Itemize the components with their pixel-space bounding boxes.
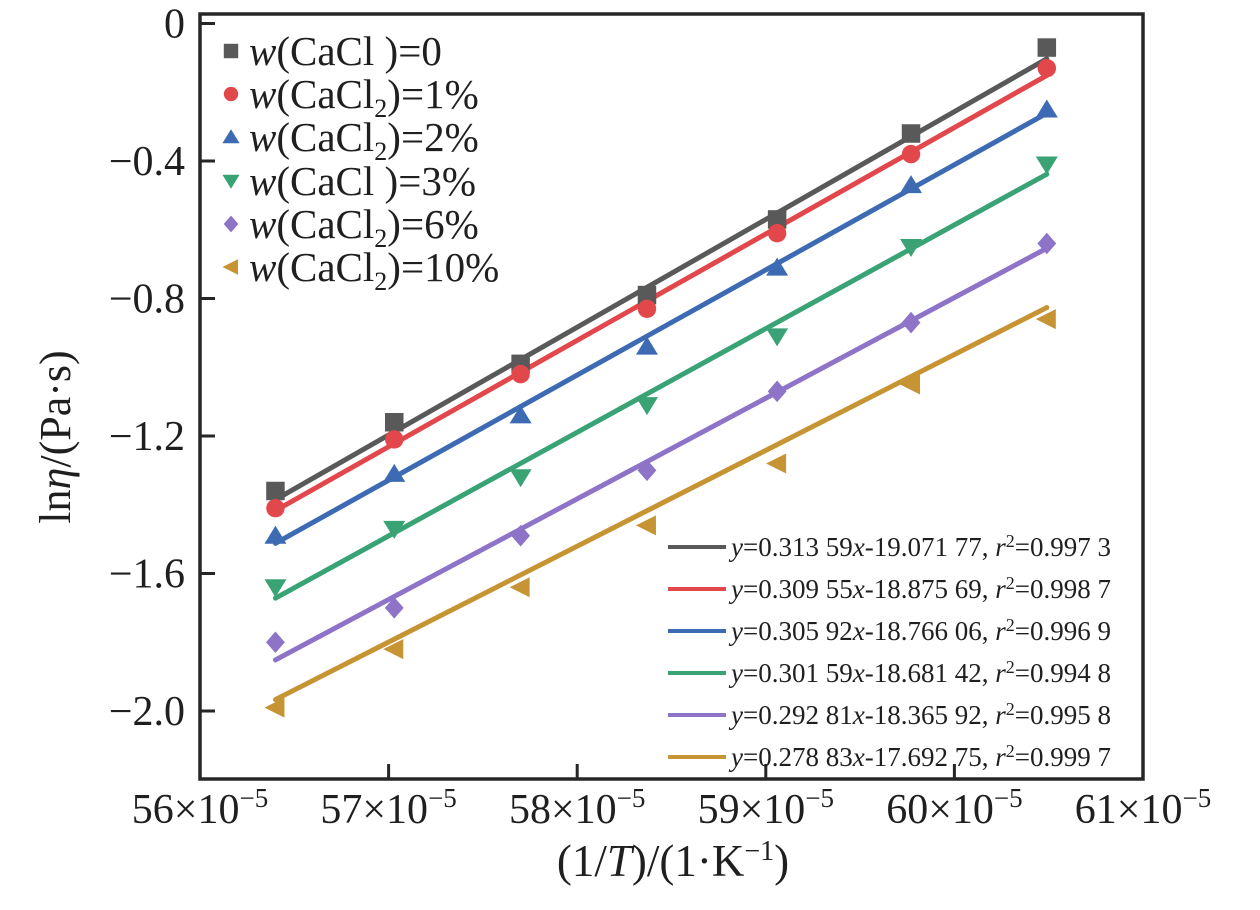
data-point-series-4-pt-6 xyxy=(1037,232,1057,255)
x-tick-label-5: 61×10−5 xyxy=(1075,783,1211,833)
data-point-series-1-pt-3 xyxy=(637,299,657,319)
data-point-series-5-pt-4 xyxy=(766,453,787,474)
data-point-series-4-pt-0 xyxy=(266,631,285,654)
equation-label-series-3: y=0.301 59x-18.681 42, r2=0.994 8 xyxy=(728,657,1111,688)
data-point-series-2-pt-0 xyxy=(264,525,287,544)
legend-label-series-0: w(CaCl )=0 xyxy=(249,28,442,74)
legend-label-series-2: w(CaCl2)=2% xyxy=(249,114,479,166)
legend-marker-circle xyxy=(223,86,239,102)
data-point-series-1-pt-4 xyxy=(767,223,787,243)
x-tick-label-3: 59×10−5 xyxy=(698,783,834,833)
data-point-series-2-pt-2 xyxy=(509,405,532,424)
data-point-series-5-pt-0 xyxy=(264,697,285,718)
legend-marker-triangle-up xyxy=(222,129,240,144)
data-point-series-1-pt-2 xyxy=(511,364,530,384)
legend-label-series-4: w(CaCl2)=6% xyxy=(249,201,479,253)
data-point-series-4-pt-4 xyxy=(767,380,787,403)
data-point-series-3-pt-1 xyxy=(383,520,406,539)
data-point-series-3-pt-5 xyxy=(900,238,923,257)
data-point-series-5-pt-1 xyxy=(383,639,404,660)
y-tick-label-4: −1.6 xyxy=(109,552,185,598)
data-point-series-4-pt-1 xyxy=(384,597,404,619)
data-point-series-0-pt-3 xyxy=(637,285,657,305)
y-tick-label-2: −0.8 xyxy=(109,277,185,323)
data-point-series-1-pt-5 xyxy=(901,144,921,164)
fit-line-series-4 xyxy=(272,245,1050,663)
data-point-series-2-pt-6 xyxy=(1035,99,1058,118)
data-point-series-3-pt-4 xyxy=(766,328,789,347)
legend-marker-triangle-down xyxy=(222,174,240,189)
equation-label-series-5: y=0.278 83x-17.692 75, r2=0.999 7 xyxy=(728,741,1111,772)
data-point-series-5-pt-5 xyxy=(900,374,921,395)
ticks-group xyxy=(201,22,956,778)
y-tick-label-3: −1.2 xyxy=(109,414,185,460)
data-point-series-0-pt-0 xyxy=(266,481,285,501)
y-tick-label-1: −0.4 xyxy=(109,139,185,185)
plot-frame xyxy=(198,12,1145,781)
data-point-series-1-pt-0 xyxy=(266,498,285,518)
data-point-series-0-pt-6 xyxy=(1037,38,1057,57)
equation-label-series-2: y=0.305 92x-18.766 06, r2=0.996 9 xyxy=(728,615,1111,646)
x-tick-label-1: 57×10−5 xyxy=(320,783,456,833)
legend-label-series-5: w(CaCl2)=10% xyxy=(249,244,499,296)
equation-label-series-0: y=0.313 59x-19.071 77, r2=0.997 3 xyxy=(728,531,1111,562)
legend-group: w(CaCl )=0w(CaCl2)=1%w(CaCl2)=2%w(CaCl )… xyxy=(222,28,499,296)
x-tick-label-2: 58×10−5 xyxy=(509,783,645,833)
data-point-series-5-pt-2 xyxy=(509,577,530,598)
legend-label-series-1: w(CaCl2)=1% xyxy=(249,71,479,123)
y-tick-label-5: −2.0 xyxy=(109,689,185,735)
x-tick-label-4: 60×10−5 xyxy=(886,783,1022,833)
data-point-series-0-pt-1 xyxy=(385,413,404,432)
data-point-series-0-pt-4 xyxy=(767,210,787,229)
legend-label-series-3: w(CaCl )=3% xyxy=(249,158,476,204)
y-tick-label-0: 0 xyxy=(164,2,185,48)
equations-group: y=0.313 59x-19.071 77, r2=0.997 3 y=0.309… xyxy=(668,531,1111,772)
fit-lines-group xyxy=(272,56,1050,703)
fit-line-series-2 xyxy=(272,110,1050,546)
data-point-series-4-pt-3 xyxy=(637,459,657,482)
data-point-series-4-pt-2 xyxy=(511,524,531,547)
data-point-series-1-pt-1 xyxy=(385,430,404,449)
data-point-series-3-pt-3 xyxy=(635,397,658,416)
data-point-series-2-pt-5 xyxy=(900,175,923,194)
data-point-series-0-pt-5 xyxy=(901,124,921,143)
legend-marker-triangle-left xyxy=(222,259,239,275)
legend-marker-square xyxy=(223,43,239,59)
data-point-series-2-pt-3 xyxy=(635,336,658,355)
data-point-series-4-pt-5 xyxy=(901,311,921,334)
y-axis-label: lnη/(Pa·s) xyxy=(31,350,80,523)
data-point-series-1-pt-6 xyxy=(1037,58,1057,78)
data-point-series-3-pt-0 xyxy=(264,579,287,598)
data-point-series-3-pt-6 xyxy=(1035,156,1058,175)
x-tick-label-0: 56×10−5 xyxy=(132,783,268,833)
equation-label-series-4: y=0.292 81x-18.365 92, r2=0.995 8 xyxy=(728,699,1111,730)
data-point-series-3-pt-2 xyxy=(509,469,532,488)
data-point-series-2-pt-4 xyxy=(766,257,789,276)
data-point-series-5-pt-3 xyxy=(635,515,656,536)
legend-marker-diamond xyxy=(223,215,239,233)
data-point-series-5-pt-6 xyxy=(1035,309,1056,330)
x-axis-label: (1/T)/(1·K−1) xyxy=(557,836,789,886)
data-point-series-2-pt-1 xyxy=(383,463,406,482)
fit-line-series-1 xyxy=(272,72,1050,514)
data-markers-group xyxy=(264,38,1058,718)
equation-label-series-1: y=0.309 55x-18.875 69, r2=0.998 7 xyxy=(728,573,1111,604)
fit-line-series-5 xyxy=(272,305,1050,703)
